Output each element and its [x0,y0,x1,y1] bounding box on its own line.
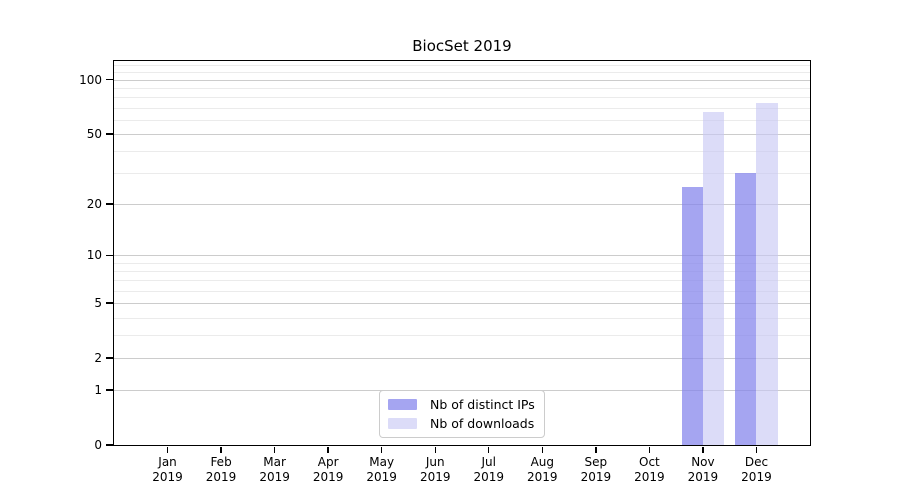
x-tick-mark [434,446,436,453]
x-tick-year: 2019 [259,470,290,484]
chart-title: BiocSet 2019 [412,37,512,55]
y-tick-label: 1 [94,383,102,398]
x-tick-month: Apr [317,455,339,469]
x-tick-year: 2019 [687,470,719,484]
x-tick-mark [166,446,169,453]
x-tick-month: Dec [744,455,769,469]
y-tick-label: 100 [79,72,102,87]
x-tick-label: Jun 2019 [403,455,467,485]
x-tick-label: Sep 2019 [564,455,628,485]
major-gridline [114,79,810,81]
x-tick-year: 2019 [527,470,558,484]
x-tick-year: 2019 [205,470,237,484]
x-tick-mark [541,446,543,453]
minor-gridline [114,173,810,175]
y-tick-label: 50 [86,126,102,141]
x-tick-label: Apr 2019 [296,455,360,485]
bar-distinct-ips [735,173,757,445]
x-tick-month: Jul [481,455,496,469]
x-tick-label: May 2019 [350,455,414,485]
x-tick-mark [488,446,490,453]
x-tick-year: 2019 [366,470,397,484]
y-tick-mark [106,203,113,205]
x-tick-mark [380,446,383,453]
x-tick-mark [220,446,222,453]
minor-gridline [114,107,810,109]
x-tick-mark [648,446,651,453]
minor-gridline [114,65,810,67]
x-tick-month: Oct [639,455,660,469]
minor-gridline [114,88,810,89]
legend-label-distinct-ips: Nb of distinct IPs [430,397,535,412]
x-tick-mark [702,446,704,453]
minor-gridline [114,317,810,319]
major-gridline [114,204,810,206]
minor-gridline [114,151,810,153]
legend-row-downloads: Nb of downloads [388,416,536,431]
legend-label-downloads: Nb of downloads [430,416,535,431]
downloads-swatch-icon [388,418,417,429]
x-tick-mark [327,446,329,453]
x-tick-label: Mar 2019 [243,455,307,485]
x-tick-year: 2019 [419,470,451,484]
distinct-ips-swatch-icon [388,399,417,410]
minor-gridline [114,97,810,99]
x-tick-year: 2019 [741,470,772,484]
x-tick-month: Aug [530,455,555,469]
y-tick-mark [106,79,113,81]
legend-row-distinct-ips: Nb of distinct IPs [388,397,536,412]
major-gridline [114,255,810,257]
major-gridline [114,303,810,305]
major-gridline [114,358,810,360]
y-tick-mark [106,389,113,391]
x-tick-month: Sep [584,455,608,469]
major-gridline [114,133,810,135]
x-tick-year: 2019 [634,470,665,484]
y-tick-mark [106,444,113,446]
x-tick-mark [595,446,597,453]
x-tick-label: Oct 2019 [617,455,681,485]
y-tick-label: 10 [86,248,102,263]
minor-gridline [114,290,810,292]
x-tick-month: Feb [210,455,232,469]
minor-gridline [114,280,810,282]
minor-gridline [114,271,810,273]
y-tick-mark [106,357,113,359]
y-tick-label: 20 [86,197,102,212]
minor-gridline [114,335,810,337]
x-tick-mark [273,446,276,453]
x-tick-label: Nov 2019 [671,455,735,485]
x-tick-year: 2019 [152,470,183,484]
x-tick-month: Jan [158,455,177,469]
x-tick-year: 2019 [312,470,344,484]
legend: Nb of distinct IPs Nb of downloads [379,390,545,438]
x-tick-year: 2019 [580,470,612,484]
y-tick-mark [106,254,113,256]
y-tick-mark [106,133,113,135]
minor-gridline [114,119,810,121]
x-tick-label: Aug 2019 [510,455,574,485]
x-tick-month: Jun [425,455,445,469]
y-tick-mark [106,302,113,304]
minor-gridline [114,262,810,264]
minor-gridline [114,72,810,74]
plot-area [113,60,811,446]
y-tick-label: 5 [94,296,102,311]
bar-downloads [756,103,778,445]
x-tick-mark [755,446,758,453]
bar-downloads [702,112,725,445]
y-tick-label: 2 [94,351,102,366]
bar-distinct-ips [681,187,703,445]
x-tick-label: Jul 2019 [457,455,521,485]
x-tick-label: Feb 2019 [189,455,253,485]
x-tick-label: Dec 2019 [724,455,788,485]
x-tick-label: Jan 2019 [136,455,200,485]
x-tick-year: 2019 [473,470,505,484]
x-tick-month: Nov [691,455,715,469]
y-tick-label: 0 [94,438,102,452]
x-tick-month: Mar [263,455,286,469]
x-tick-month: May [369,455,395,469]
